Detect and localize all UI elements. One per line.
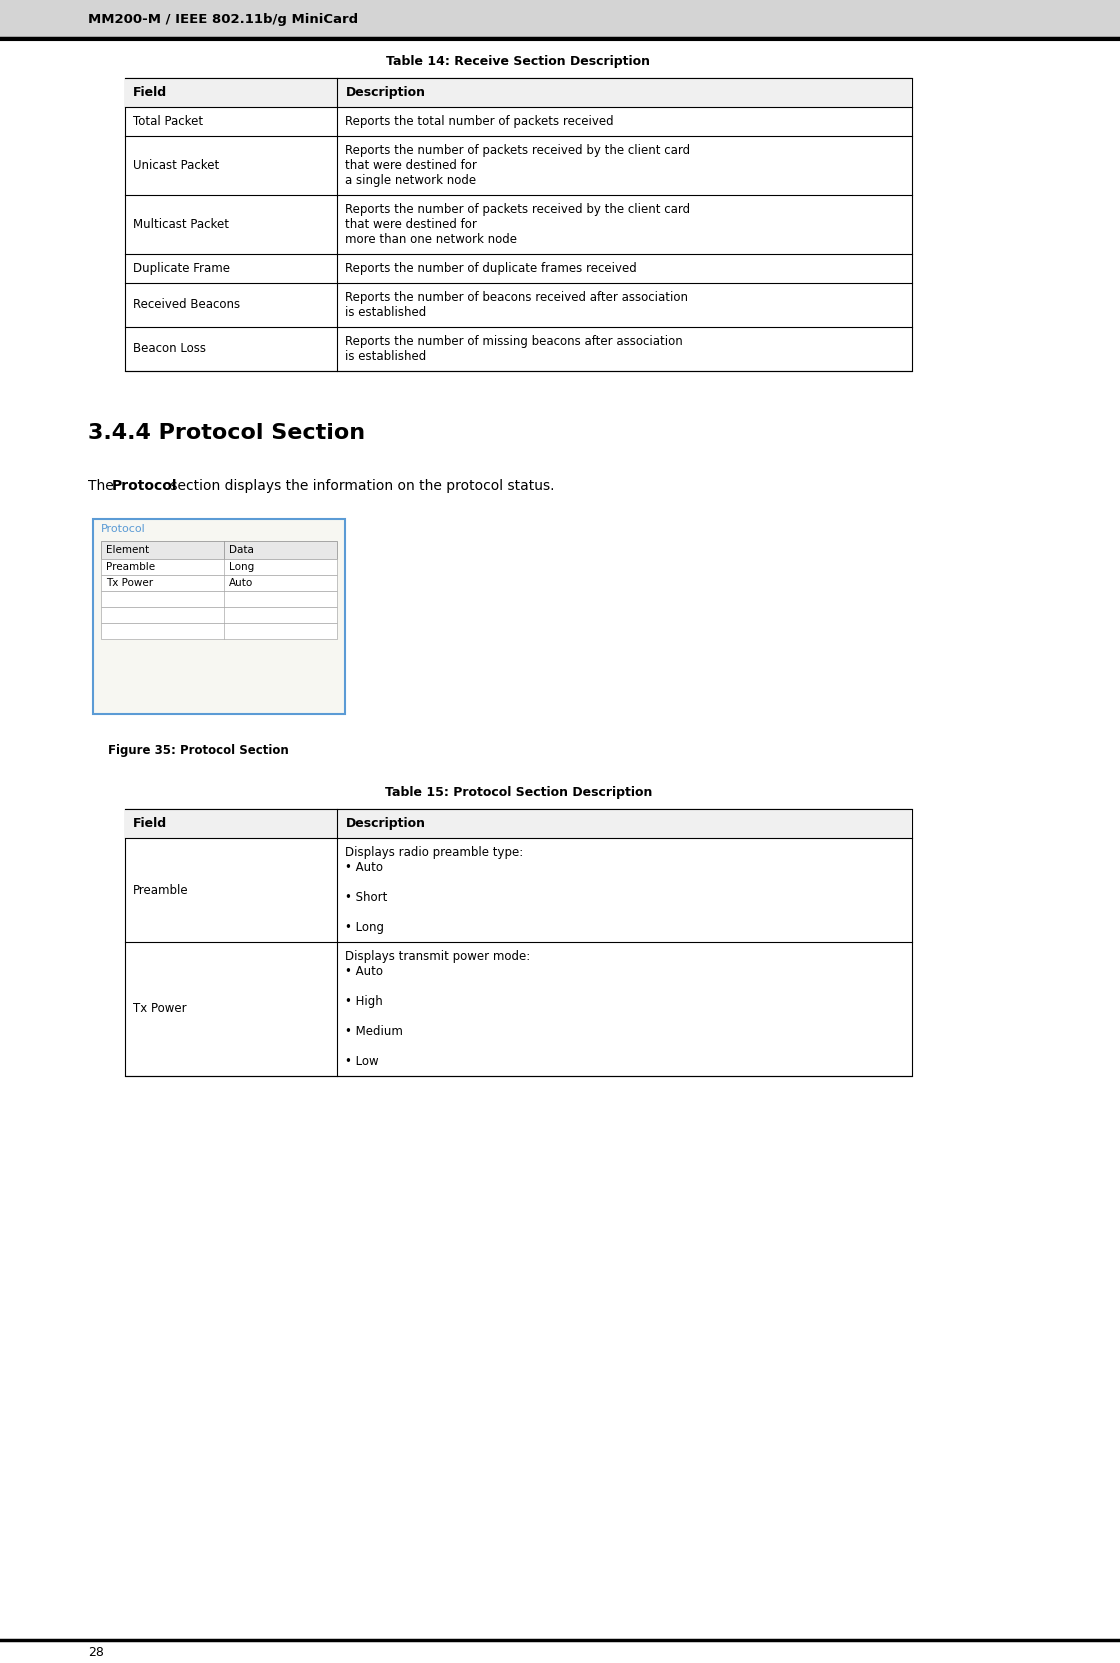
Text: Figure 35: Protocol Section: Figure 35: Protocol Section	[108, 743, 289, 757]
Text: Description: Description	[345, 86, 426, 100]
Text: Element: Element	[106, 545, 149, 555]
Text: Reports the number of duplicate frames received: Reports the number of duplicate frames r…	[345, 263, 637, 274]
Bar	[125, 78, 912, 371]
Text: The: The	[88, 479, 118, 492]
Text: Unicast Packet: Unicast Packet	[133, 160, 220, 171]
Text: Displays radio preamble type:: Displays radio preamble type:	[345, 846, 524, 860]
Text: is established: is established	[345, 349, 427, 363]
Bar	[0, 0, 1120, 38]
Bar	[125, 808, 912, 838]
Text: Reports the number of packets received by the client card: Reports the number of packets received b…	[345, 145, 691, 156]
Text: Description: Description	[345, 817, 426, 830]
Text: Reports the number of missing beacons after association: Reports the number of missing beacons af…	[345, 334, 683, 348]
Text: Reports the number of beacons received after association: Reports the number of beacons received a…	[345, 291, 689, 304]
Bar	[101, 575, 337, 590]
Text: more than one network node: more than one network node	[345, 233, 517, 246]
Text: Protocol: Protocol	[112, 479, 177, 492]
Bar	[101, 559, 337, 575]
Text: Preamble: Preamble	[106, 562, 156, 572]
Text: section displays the information on the protocol status.: section displays the information on the …	[166, 479, 554, 492]
Text: Protocol: Protocol	[101, 524, 146, 534]
Bar	[101, 540, 337, 559]
Text: Beacon Loss: Beacon Loss	[133, 343, 206, 356]
Text: • Medium: • Medium	[345, 1024, 403, 1038]
Text: MM200-M / IEEE 802.11b/g MiniCard: MM200-M / IEEE 802.11b/g MiniCard	[88, 13, 358, 25]
Text: Auto: Auto	[228, 579, 253, 589]
Text: is established: is established	[345, 306, 427, 319]
Text: Tx Power: Tx Power	[106, 579, 153, 589]
Text: Table 14: Receive Section Description: Table 14: Receive Section Description	[386, 55, 651, 68]
Text: Reports the total number of packets received: Reports the total number of packets rece…	[345, 115, 614, 128]
Bar	[101, 607, 337, 624]
Text: Multicast Packet: Multicast Packet	[133, 218, 228, 231]
Text: • Long: • Long	[345, 921, 384, 935]
Bar	[125, 808, 912, 1076]
Text: • High: • High	[345, 994, 383, 1008]
Bar	[125, 78, 912, 106]
Text: Duplicate Frame: Duplicate Frame	[133, 263, 230, 274]
Text: Field: Field	[133, 86, 167, 100]
Text: Preamble: Preamble	[133, 883, 188, 896]
Text: Total Packet: Total Packet	[133, 115, 203, 128]
Text: • Auto: • Auto	[345, 965, 383, 978]
Text: Displays transmit power mode:: Displays transmit power mode:	[345, 950, 531, 963]
Text: Long: Long	[228, 562, 254, 572]
Bar	[93, 519, 345, 713]
Text: Field: Field	[133, 817, 167, 830]
Text: Received Beacons: Received Beacons	[133, 298, 240, 311]
Text: 28: 28	[88, 1645, 104, 1658]
Text: Reports the number of packets received by the client card: Reports the number of packets received b…	[345, 203, 691, 216]
Text: • Auto: • Auto	[345, 861, 383, 875]
Text: • Short: • Short	[345, 891, 388, 905]
Text: Table 15: Protocol Section Description: Table 15: Protocol Section Description	[385, 787, 652, 798]
Text: that were destined for: that were destined for	[345, 160, 477, 171]
Text: • Low: • Low	[345, 1054, 379, 1068]
Bar	[101, 624, 337, 639]
Text: that were destined for: that were destined for	[345, 218, 477, 231]
Bar	[101, 590, 337, 607]
Text: Tx Power: Tx Power	[133, 1003, 187, 1016]
Text: Data: Data	[228, 545, 253, 555]
Text: 3.4.4 Protocol Section: 3.4.4 Protocol Section	[88, 422, 365, 442]
Text: a single network node: a single network node	[345, 175, 477, 186]
